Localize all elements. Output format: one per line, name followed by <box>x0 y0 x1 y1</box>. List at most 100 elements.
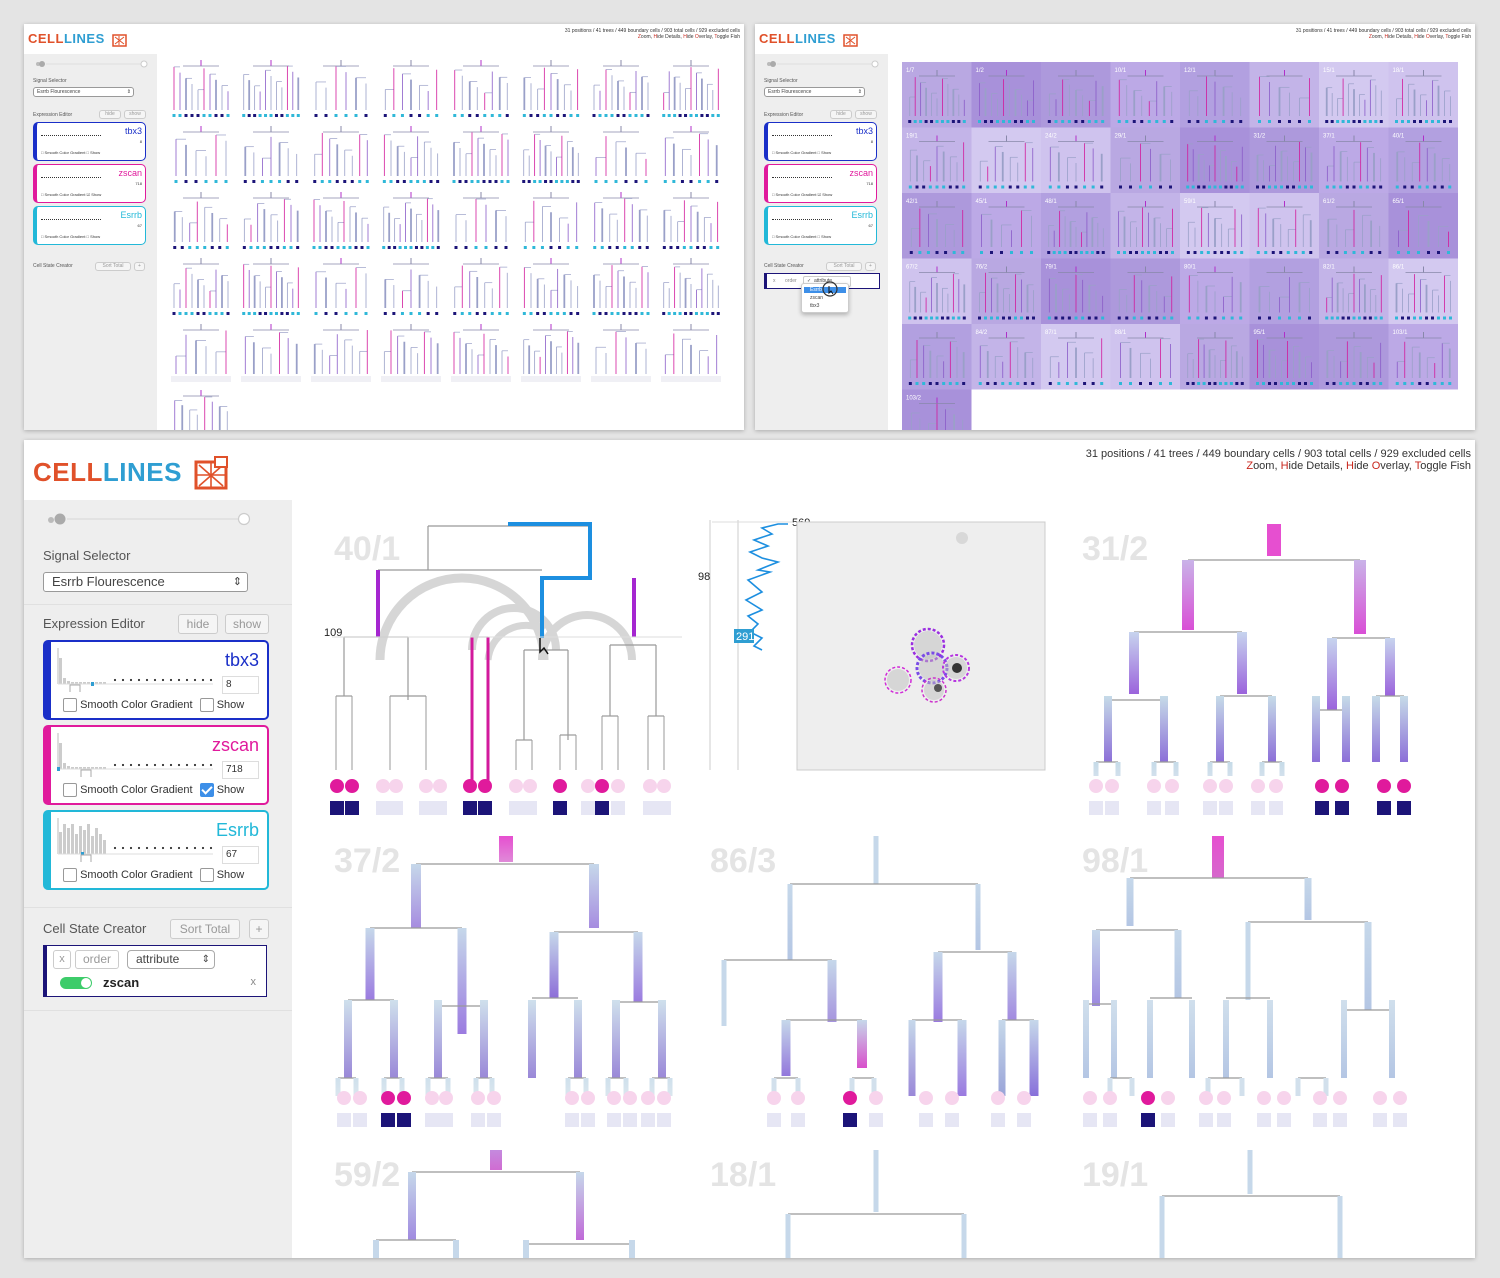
cell-dot[interactable] <box>1089 779 1103 793</box>
cell-dot[interactable] <box>767 1091 781 1105</box>
branch[interactable] <box>933 952 943 1022</box>
action-label[interactable]: ide Details, <box>1288 460 1347 472</box>
cell-square[interactable] <box>791 1113 805 1127</box>
cell-square[interactable] <box>1165 801 1179 815</box>
cell-dot[interactable] <box>487 1091 501 1105</box>
cell-square[interactable] <box>869 1113 883 1127</box>
cell-square[interactable] <box>1103 1113 1117 1127</box>
action-label[interactable]: ide <box>686 34 695 40</box>
branch[interactable] <box>785 1214 791 1258</box>
action-label[interactable]: oom, <box>1371 34 1385 40</box>
cell-dot[interactable] <box>1333 1091 1347 1105</box>
cell-square[interactable] <box>843 1113 857 1127</box>
action-hotkey[interactable]: T <box>1445 34 1448 40</box>
cell-square[interactable] <box>330 801 344 815</box>
cell-square[interactable] <box>1219 801 1233 815</box>
branch[interactable] <box>434 1000 442 1078</box>
branch[interactable] <box>365 928 375 1000</box>
cell-dot[interactable] <box>643 779 657 793</box>
cell-dot[interactable] <box>641 1091 655 1105</box>
show-checkbox[interactable] <box>199 783 214 797</box>
action-hotkey[interactable]: T <box>1414 460 1421 472</box>
overlay-tile[interactable] <box>1180 324 1250 390</box>
cell-square[interactable] <box>565 1113 579 1127</box>
add-state-button[interactable]: + <box>134 262 145 271</box>
branch[interactable] <box>1160 696 1168 762</box>
threshold-input[interactable]: 8 <box>139 139 142 144</box>
smooth-gradient-row[interactable]: Smooth Color Gradient Show <box>63 868 244 882</box>
branch[interactable] <box>605 1078 611 1096</box>
action-hotkey[interactable]: H <box>1414 34 1418 40</box>
branch[interactable] <box>425 1078 431 1096</box>
overlay-tile[interactable]: 1/2 <box>971 62 1042 128</box>
mini-marker-card-zscan[interactable]: zscan 718 □ Smooth Color Gradient ☑ Show <box>764 164 877 203</box>
branch[interactable] <box>1083 1000 1089 1078</box>
branch[interactable] <box>1341 1000 1347 1078</box>
cell-square[interactable] <box>553 801 567 815</box>
branch[interactable] <box>1129 1078 1135 1096</box>
dropdown-option-tbx3[interactable]: tbx3 <box>810 303 820 309</box>
branch[interactable] <box>721 960 727 1026</box>
cell-square[interactable] <box>607 1113 621 1127</box>
cell-square[interactable] <box>657 801 671 815</box>
cell-square[interactable] <box>1315 801 1329 815</box>
cell-dot[interactable] <box>1083 1091 1097 1105</box>
branch[interactable] <box>399 1078 405 1096</box>
branch[interactable] <box>1237 632 1247 694</box>
cell-dot[interactable] <box>1199 1091 1213 1105</box>
histogram-chart[interactable] <box>55 648 255 692</box>
branch[interactable] <box>490 1150 502 1170</box>
branch[interactable] <box>381 1078 387 1096</box>
cell-dot[interactable] <box>1257 1091 1271 1105</box>
overlay-tile[interactable]: 86/1 <box>1388 258 1459 325</box>
cell-square[interactable] <box>1141 1113 1155 1127</box>
cell-dot[interactable] <box>553 779 567 793</box>
cell-dot[interactable] <box>1277 1091 1291 1105</box>
mini-marker-card-tbx3[interactable]: tbx3 8 □ Smooth Color Gradient □ Show <box>33 122 146 161</box>
branch[interactable] <box>957 1020 967 1096</box>
overlay-tile[interactable]: 10/1 <box>1110 62 1181 128</box>
cell-dot[interactable] <box>523 779 537 793</box>
branch[interactable] <box>1104 696 1112 762</box>
cell-dot[interactable] <box>1397 779 1411 793</box>
cell-dot[interactable] <box>581 779 595 793</box>
threshold-input[interactable]: 718 <box>222 761 259 779</box>
branch[interactable] <box>480 1000 488 1078</box>
branch[interactable] <box>1389 1000 1395 1078</box>
tree-overlay-grid[interactable]: 1/7 1/2 10/1 12/1 15/1 18/1 19/1 24/2 29/1 31/2 37… <box>888 54 1475 430</box>
cell-square[interactable] <box>523 801 537 815</box>
overlay-tile[interactable] <box>1041 62 1111 128</box>
overlay-tile[interactable]: 65/1 <box>1388 193 1459 259</box>
signal-selector[interactable]: Esrrb Flourescence ⇕ <box>764 87 865 97</box>
action-hotkey[interactable]: O <box>694 34 699 40</box>
action-links[interactable]: Zoom, Hide Details, Hide Overlay, Toggle… <box>565 34 740 40</box>
overlay-tile[interactable]: 40/1 <box>1388 127 1459 194</box>
cell-dot[interactable] <box>919 1091 933 1105</box>
branch[interactable] <box>1279 762 1285 776</box>
branch[interactable] <box>1159 1196 1165 1258</box>
branch[interactable] <box>523 1240 529 1258</box>
cell-dot[interactable] <box>843 1091 857 1105</box>
overlay-tile[interactable]: 103/1 <box>1388 324 1459 390</box>
action-hotkey[interactable]: O <box>1425 34 1430 40</box>
cell-dot[interactable] <box>623 1091 637 1105</box>
branch[interactable] <box>1342 696 1350 762</box>
branch[interactable] <box>589 864 599 928</box>
action-label[interactable]: oggle Fish <box>1420 460 1471 472</box>
cell-dot[interactable] <box>1017 1091 1031 1105</box>
overlay-tile[interactable]: 15/1 <box>1319 62 1389 128</box>
dropdown-menu[interactable]: Esrrb zscan tbx3 <box>801 283 849 313</box>
cell-square[interactable] <box>471 1113 485 1127</box>
branch[interactable] <box>1212 836 1224 878</box>
cell-dot[interactable] <box>509 779 523 793</box>
action-label[interactable]: ide Details, <box>1388 34 1415 40</box>
overlay-tile[interactable]: 76/2 <box>971 258 1042 325</box>
branch[interactable] <box>411 864 421 928</box>
cell-square[interactable] <box>509 801 523 815</box>
branch[interactable] <box>473 1078 479 1096</box>
branch[interactable] <box>857 1020 867 1068</box>
branch[interactable] <box>499 836 513 862</box>
branch[interactable] <box>1174 930 1182 998</box>
action-hotkey[interactable]: H <box>1280 460 1289 472</box>
show-checkbox[interactable] <box>199 868 214 882</box>
